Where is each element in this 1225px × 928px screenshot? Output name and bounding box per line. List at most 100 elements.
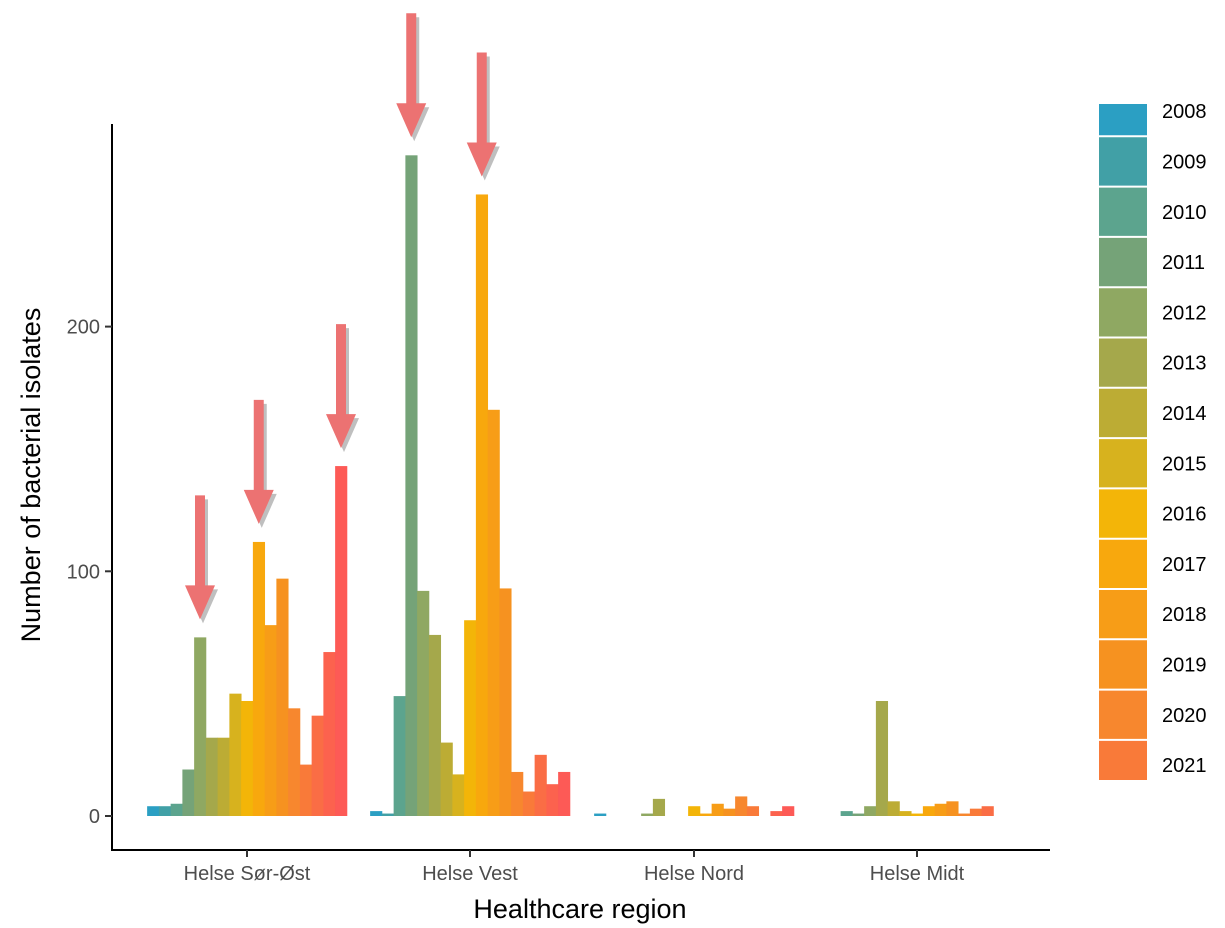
legend-label-2013: 2013 xyxy=(1162,353,1207,375)
arrow-shape xyxy=(185,495,215,620)
bar-helse-midt-2017 xyxy=(922,806,936,816)
legend-key-2014 xyxy=(1099,387,1147,439)
legend-key-2017 xyxy=(1099,538,1147,589)
bar-helse-vest-2014 xyxy=(440,742,453,816)
legend-key-2008 xyxy=(1099,104,1147,137)
bar-helse-s-r-st-2019 xyxy=(276,578,289,816)
bar-helse-vest-2009 xyxy=(381,813,395,816)
bar-helse-s-r-st-2010 xyxy=(170,803,183,816)
bar-helse-midt-2016 xyxy=(911,813,924,816)
arrows-layer xyxy=(185,13,500,624)
bar-helse-vest-2010 xyxy=(393,696,406,816)
bar-helse-vest-2008 xyxy=(370,811,383,816)
legend-label-2015: 2015 xyxy=(1162,453,1207,475)
annotation-arrow-1 xyxy=(185,495,218,624)
bar-helse-s-r-st-2016 xyxy=(241,700,254,816)
legend-label-2019: 2019 xyxy=(1162,654,1207,676)
bar-helse-nord-2020 xyxy=(735,796,748,816)
bar-helse-s-r-st-2009 xyxy=(158,806,172,816)
y-axis-title: Number of bacterial isolates xyxy=(16,308,46,643)
bar-helse-nord-2008 xyxy=(594,813,607,816)
bar-helse-s-r-st-2008 xyxy=(147,806,160,816)
bar-helse-vest-2020 xyxy=(511,771,524,816)
bar-helse-vest-2023 xyxy=(546,784,559,816)
bar-helse-s-r-st-2024 xyxy=(335,466,348,816)
y-tick-label-200: 200 xyxy=(67,317,100,339)
arrow-shape xyxy=(466,52,497,177)
x-tick-label-helse-nord: Helse Nord xyxy=(644,863,744,885)
bar-helse-s-r-st-2011 xyxy=(182,769,195,816)
bar-helse-vest-2012 xyxy=(417,590,430,816)
legend-label-2012: 2012 xyxy=(1162,302,1207,324)
legend-label-2011: 2011 xyxy=(1162,252,1205,274)
legend-label-2023: 2023 xyxy=(1162,856,1207,878)
legend-label-2016: 2016 xyxy=(1162,504,1207,526)
bar-helse-midt-2011 xyxy=(852,813,865,816)
arrow-shape xyxy=(326,324,356,449)
legend-label-2010: 2010 xyxy=(1162,202,1207,224)
legend-key-2015 xyxy=(1099,438,1147,489)
bar-helse-s-r-st-2013 xyxy=(205,737,219,816)
arrow-shape xyxy=(243,399,274,524)
bar-helse-vest-2013 xyxy=(428,634,442,816)
legend-label-2009: 2009 xyxy=(1162,151,1207,173)
legend-label-2017: 2017 xyxy=(1162,554,1207,576)
legend-key-2023 xyxy=(1099,841,1147,891)
bar-helse-midt-2020 xyxy=(958,813,971,816)
bars-layer xyxy=(147,155,994,816)
bar-helse-vest-2016 xyxy=(464,620,477,816)
legend-key-2024 xyxy=(1099,891,1147,928)
bar-helse-vest-2011 xyxy=(405,155,418,816)
ticks-layer: 0 100 200 Helse Sør-Øst Helse Vest Helse Nord… xyxy=(67,317,965,885)
bar-helse-nord-2017 xyxy=(699,813,713,816)
bar-helse-vest-2015 xyxy=(452,774,465,816)
bar-helse-nord-2019 xyxy=(723,808,736,816)
legend-key-2021 xyxy=(1099,739,1147,780)
y-tick-label-0: 0 xyxy=(89,806,100,828)
legend-key-2018 xyxy=(1099,589,1147,640)
bar-helse-midt-2019 xyxy=(946,801,959,816)
bar-helse-midt-2012 xyxy=(864,806,877,816)
legend-label-2021: 2021 xyxy=(1162,755,1207,777)
bar-helse-nord-2016 xyxy=(688,806,701,816)
x-tick-label-helse-s-r-st: Helse Sør-Øst xyxy=(184,863,311,885)
bar-helse-s-r-st-2018 xyxy=(264,625,277,816)
bar-helse-midt-2013 xyxy=(875,700,889,816)
bar-helse-vest-2022 xyxy=(534,754,547,816)
bar-helse-midt-2018 xyxy=(934,803,947,816)
arrow-shape xyxy=(396,13,427,138)
bar-helse-vest-2018 xyxy=(487,409,500,816)
axes-layer xyxy=(111,124,1050,851)
y-tick-label-100: 100 xyxy=(67,561,100,583)
bar-helse-s-r-st-2014 xyxy=(217,737,230,816)
bar-helse-midt-2010 xyxy=(840,811,853,816)
bar-helse-midt-2015 xyxy=(899,811,912,816)
annotation-arrow-3 xyxy=(326,324,359,453)
annotation-arrow-2 xyxy=(243,399,277,528)
annotation-arrow-5 xyxy=(466,52,500,181)
legend-key-2009 xyxy=(1099,136,1147,187)
bar-helse-vest-2024 xyxy=(558,771,571,816)
legend-key-2010 xyxy=(1099,186,1147,237)
legend-label-2014: 2014 xyxy=(1162,403,1207,425)
legend-key-2022 xyxy=(1099,790,1147,840)
bar-helse-midt-2022 xyxy=(981,806,994,816)
legend-key-2013 xyxy=(1099,337,1147,388)
bar-helse-nord-2023 xyxy=(770,811,783,816)
bar-helse-nord-2024 xyxy=(782,806,795,816)
bar-helse-nord-2013 xyxy=(652,798,666,816)
bar-helse-midt-2021 xyxy=(969,808,983,816)
bar-helse-midt-2014 xyxy=(887,801,900,816)
legend-label-2008: 2008 xyxy=(1162,101,1207,123)
x-tick-label-helse-vest: Helse Vest xyxy=(422,863,518,885)
legend-key-2012 xyxy=(1099,287,1147,338)
bar-helse-nord-2018 xyxy=(711,803,724,816)
bar-helse-nord-2021 xyxy=(746,806,760,816)
bar-helse-nord-2012 xyxy=(641,813,654,816)
bar-helse-s-r-st-2021 xyxy=(299,764,313,816)
x-axis-title: Healthcare region xyxy=(473,894,686,924)
bar-helse-s-r-st-2020 xyxy=(288,708,301,816)
annotation-arrow-4 xyxy=(396,13,430,142)
bar-helse-s-r-st-2017 xyxy=(252,541,266,816)
bar-helse-s-r-st-2023 xyxy=(323,652,336,816)
